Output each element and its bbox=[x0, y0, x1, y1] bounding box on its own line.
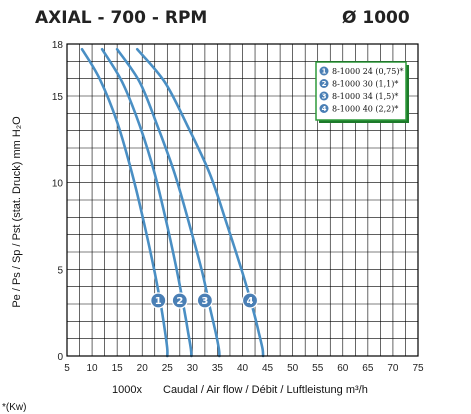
curve-badge-label: 4 bbox=[247, 296, 254, 307]
x-axis-label: Caudal / Air flow / Débit / Luftleistung… bbox=[163, 384, 368, 396]
x-tick-label: 20 bbox=[137, 363, 149, 374]
x-tick-label: 60 bbox=[337, 363, 349, 374]
x-tick-label: 65 bbox=[362, 363, 374, 374]
chart-title: AXIAL - 700 - RPM bbox=[35, 8, 207, 28]
curve-badge-3 bbox=[196, 292, 213, 309]
x-tick-label: 5 bbox=[64, 363, 70, 374]
legend-badge-number: 4 bbox=[322, 105, 327, 113]
legend-badge-4 bbox=[319, 104, 329, 113]
legend-entry: 8-1000 40 (2,2)* bbox=[332, 105, 398, 114]
x-axis-prefix: 1000x bbox=[112, 384, 142, 396]
x-tick-label: 70 bbox=[387, 363, 399, 374]
legend-badge-3 bbox=[319, 91, 329, 101]
x-tick-label: 40 bbox=[237, 363, 249, 374]
x-tick-label: 35 bbox=[212, 363, 224, 374]
y-tick-label: 10 bbox=[52, 179, 64, 190]
curve-badges: 1 2 3 4 bbox=[150, 292, 259, 309]
curve-2 bbox=[100, 47, 193, 358]
curve-3 bbox=[115, 47, 221, 358]
legend-entry: 8-1000 30 (1,1)* bbox=[332, 80, 398, 89]
legend-badge-number: 2 bbox=[322, 80, 327, 88]
legend-badge-2 bbox=[319, 79, 329, 88]
x-tick-label: 45 bbox=[262, 363, 274, 374]
y-tick-label: 0 bbox=[57, 352, 63, 363]
curves bbox=[80, 47, 265, 358]
curve-4 bbox=[135, 47, 265, 358]
footnote: *(Kw) bbox=[2, 402, 26, 413]
x-tick-label: 15 bbox=[112, 363, 124, 374]
legend-badge-number: 3 bbox=[322, 92, 327, 100]
curve-badge-4 bbox=[241, 292, 259, 309]
y-axis-label: Pe / Ps / Sp / Pst (stat. Druck) mm H₂O bbox=[11, 116, 23, 308]
legend-entry: 8-1000 24 (0,75)* bbox=[332, 67, 403, 76]
legend-entry: 8-1000 34 (1,5)* bbox=[332, 92, 398, 101]
x-tick-label: 50 bbox=[287, 363, 299, 374]
curve-badge-2 bbox=[171, 292, 188, 309]
legend: 1 8-1000 24 (0,75)* 2 8-1000 30 (1,1)* 3 8-10… bbox=[315, 61, 409, 123]
x-tick-label: 25 bbox=[162, 363, 174, 374]
legend-box bbox=[315, 61, 407, 121]
diameter-label: Ø 1000 bbox=[342, 8, 410, 28]
y-tick-label: 5 bbox=[57, 265, 63, 276]
plot-frame bbox=[66, 43, 419, 357]
x-tick-label: 10 bbox=[87, 363, 99, 374]
x-tick-label: 55 bbox=[312, 363, 324, 374]
x-tick-label: 75 bbox=[412, 363, 424, 374]
legend-badge-1 bbox=[319, 66, 329, 76]
x-tick-label: 30 bbox=[187, 363, 199, 374]
curve-badge-1 bbox=[150, 292, 167, 309]
curve-badge-label: 1 bbox=[155, 296, 162, 307]
curve-1 bbox=[80, 47, 169, 358]
y-tick-label: 18 bbox=[52, 40, 64, 51]
y-tick-label: 15 bbox=[52, 92, 64, 103]
curve-badge-label: 3 bbox=[201, 296, 208, 307]
legend-badge-number: 1 bbox=[322, 67, 327, 75]
curve-badge-label: 2 bbox=[176, 296, 183, 307]
